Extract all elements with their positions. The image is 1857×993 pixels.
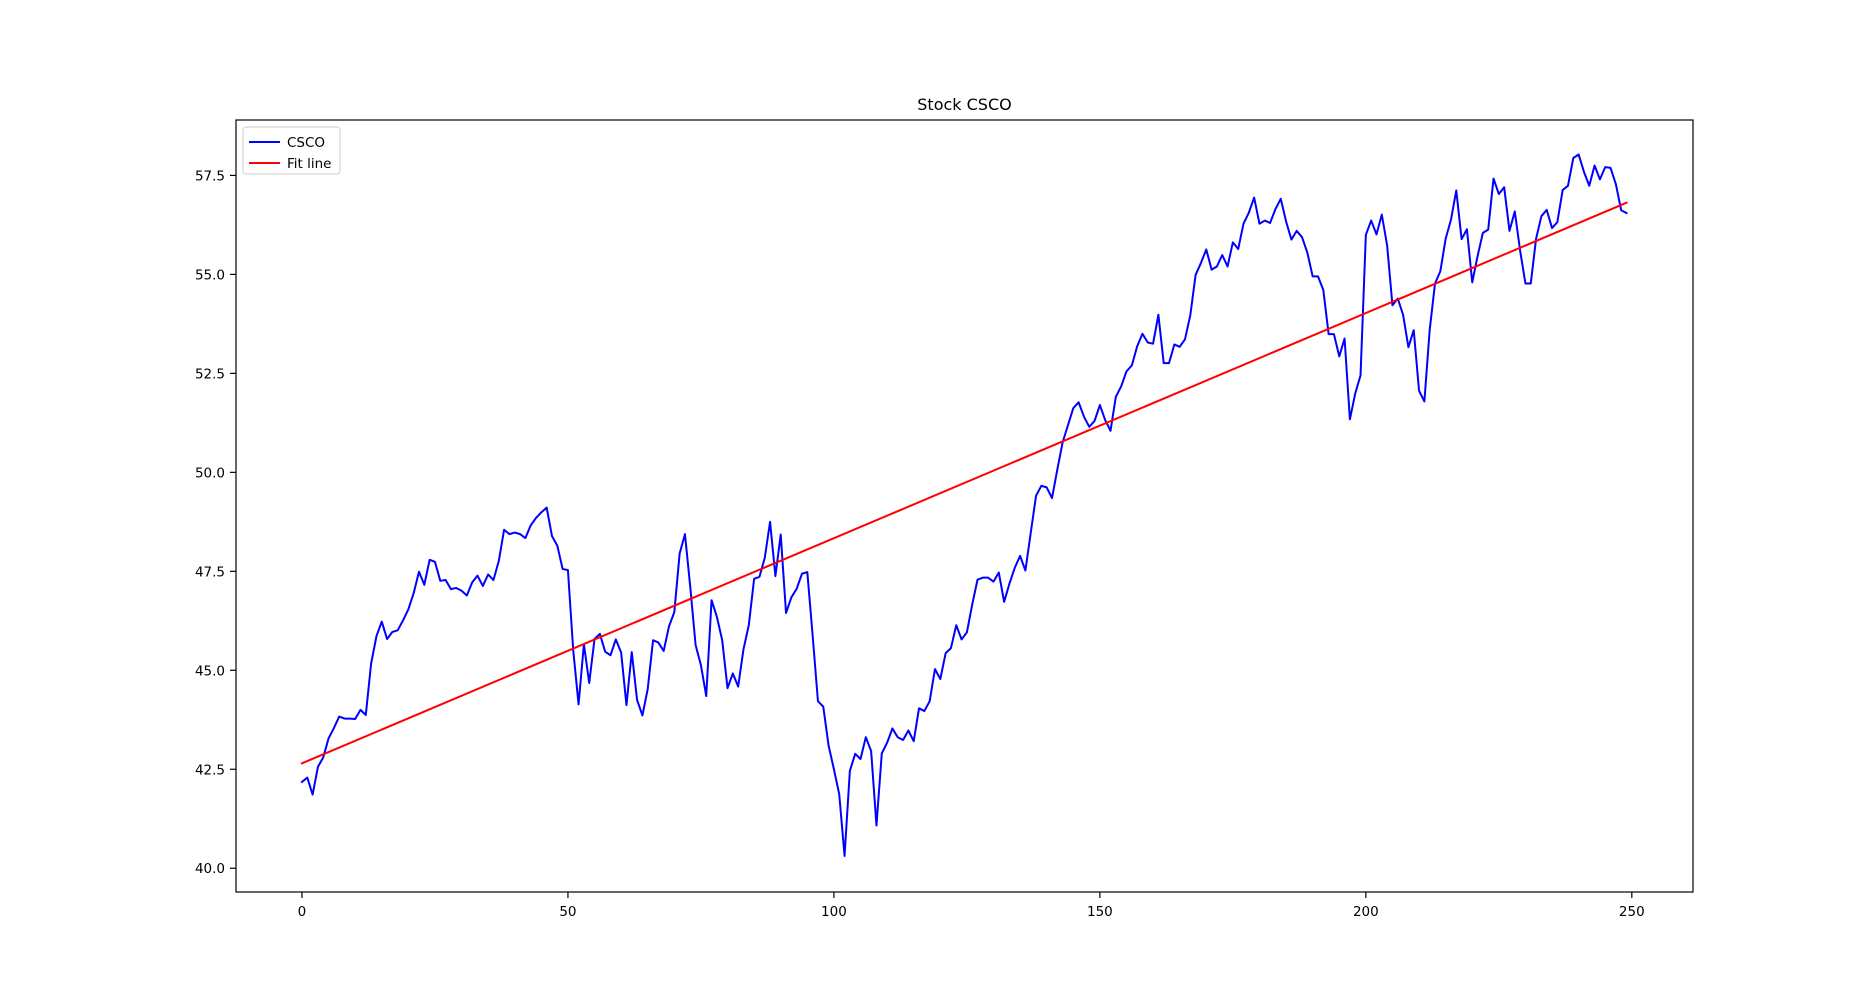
legend: CSCO Fit line xyxy=(242,126,341,175)
x-tick-label: 0 xyxy=(298,904,307,920)
chart-title: Stock CSCO xyxy=(917,95,1011,114)
y-tick-label: 47.5 xyxy=(195,564,225,580)
x-tick-label: 200 xyxy=(1353,904,1379,920)
series-line-csco xyxy=(300,153,1628,857)
series-line-fit-line xyxy=(300,201,1628,765)
x-tick-label: 50 xyxy=(559,904,576,920)
y-axis: 40.0 42.5 45.0 47.5 50.0 52.5 55.0 57.5 xyxy=(195,168,236,877)
x-tick-label: 100 xyxy=(821,904,847,920)
plot-frame xyxy=(235,119,1694,893)
y-tick-label: 40.0 xyxy=(195,861,225,877)
y-tick-label: 57.5 xyxy=(195,168,225,184)
y-tick-label: 55.0 xyxy=(195,267,225,283)
legend-label: CSCO xyxy=(287,135,325,151)
y-tick-label: 42.5 xyxy=(195,762,225,778)
legend-label: Fit line xyxy=(287,156,331,172)
y-tick-label: 50.0 xyxy=(195,465,225,481)
x-tick-label: 150 xyxy=(1087,904,1113,920)
y-tick-label: 45.0 xyxy=(195,663,225,679)
x-tick-label: 250 xyxy=(1619,904,1645,920)
series-layer xyxy=(300,153,1628,857)
y-tick-label: 52.5 xyxy=(195,366,225,382)
x-axis: 0 50 100 150 200 250 xyxy=(298,892,1645,920)
